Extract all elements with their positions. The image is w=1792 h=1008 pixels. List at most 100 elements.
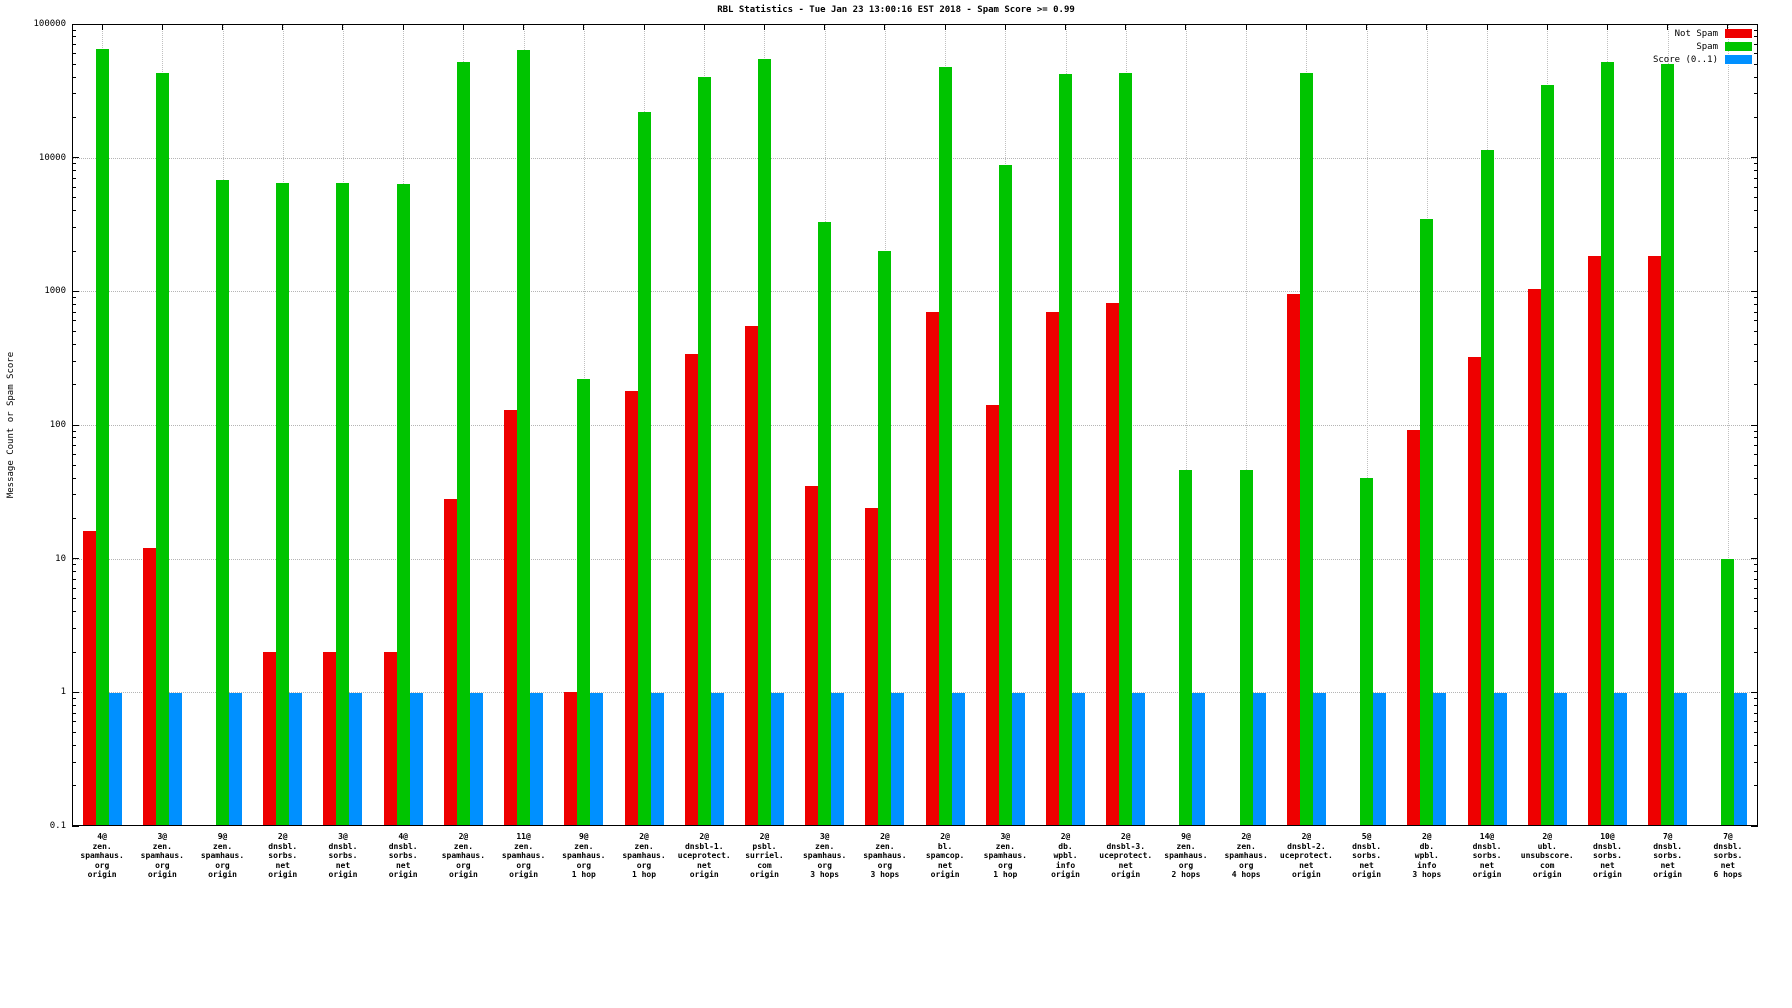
axis-minor-tick [72,571,76,573]
axis-tick [1366,24,1368,30]
x-tick-label: 9@ zen. spamhaus. org 1 hop [562,832,606,879]
axis-minor-tick [72,197,76,199]
y-tick-label: 100000 [33,19,66,29]
axis-tick [523,24,525,30]
bar-not-spam [624,390,638,826]
axis-minor-tick [1754,116,1758,118]
axis-tick [1751,424,1758,426]
axis-minor-tick [72,721,76,723]
x-tick-label: 7@ dnsbl. sorbs. net origin [1653,832,1683,879]
x-tick-label: 2@ db. wpbl. info origin [1051,832,1080,879]
axis-tick [1426,24,1428,30]
axis-minor-tick [72,745,76,747]
axis-minor-tick [72,44,76,46]
axis-minor-tick [72,331,76,333]
bar-spam [1420,218,1434,826]
axis-minor-tick [1754,464,1758,466]
axis-minor-tick [72,464,76,466]
legend-swatch-spam [1725,42,1752,51]
bar-score-0-1 [229,692,243,826]
bar-not-spam [744,326,758,826]
bar-score-0-1 [1252,692,1266,826]
x-tick-label: 2@ zen. spamhaus. org 3 hops [863,832,907,879]
x-tick-label: 3@ zen. spamhaus. org origin [140,832,184,879]
axis-tick [1546,24,1548,30]
axis-minor-tick [72,320,76,322]
bar-score-0-1 [831,692,845,826]
axis-minor-tick [72,598,76,600]
bar-not-spam [263,652,277,826]
bar-score-0-1 [108,692,122,826]
axis-minor-tick [72,564,76,566]
axis-minor-tick [72,303,76,305]
legend-swatch-score [1725,55,1752,64]
axis-minor-tick [1754,611,1758,613]
axis-tick [72,23,79,25]
axis-minor-tick [72,651,76,653]
bar-score-0-1 [951,692,965,826]
bar-score-0-1 [168,692,182,826]
x-tick-label: 14@ dnsbl. sorbs. net origin [1472,832,1502,879]
bar-spam [998,165,1012,826]
bar-not-spam [504,409,518,826]
axis-minor-tick [72,384,76,386]
x-tick-label: 2@ psbl. surriel. com origin [745,832,784,879]
axis-minor-tick [72,296,76,298]
bar-spam [456,61,470,826]
bar-not-spam [564,692,578,826]
bar-spam [1480,149,1494,826]
y-tick-label: 10000 [38,152,66,163]
y-tick-label: 1000 [44,286,66,297]
gridline-h [72,157,1758,159]
axis-tick [643,24,645,30]
axis-minor-tick [1754,360,1758,362]
axis-minor-tick [72,63,76,65]
bar-spam [637,111,651,826]
axis-minor-tick [72,761,76,763]
axis-minor-tick [72,430,76,432]
axis-minor-tick [1754,517,1758,519]
bar-not-spam [1587,255,1601,826]
axis-minor-tick [1754,44,1758,46]
axis-minor-tick [72,76,76,78]
axis-minor-tick [1754,53,1758,55]
axis-minor-tick [1754,598,1758,600]
legend-item-score: Score (0..1) [1653,53,1752,66]
axis-tick [1751,825,1758,827]
axis-minor-tick [72,494,76,496]
axis-tick [1305,24,1307,30]
bar-not-spam [1106,302,1120,826]
axis-tick [1125,24,1127,30]
bar-not-spam [1407,429,1421,826]
bar-not-spam [1648,255,1662,826]
bar-score-0-1 [409,692,423,826]
axis-minor-tick [72,170,76,172]
bar-not-spam [323,652,337,826]
x-tick-label: 4@ zen. spamhaus. org origin [80,832,124,879]
axis-tick [342,24,344,30]
bar-spam [1600,61,1614,826]
axis-minor-tick [72,116,76,118]
axis-tick [72,558,79,560]
bar-not-spam [985,405,999,826]
axis-minor-tick [1754,578,1758,580]
bar-spam [1119,72,1133,826]
axis-minor-tick [1754,163,1758,165]
x-tick-label: 2@ dnsbl-2. uceprotect. net origin [1279,832,1333,879]
axis-minor-tick [72,186,76,188]
bar-score-0-1 [1072,692,1086,826]
axis-minor-tick [72,785,76,787]
bar-spam [938,66,952,826]
axis-tick [1751,691,1758,693]
bar-spam [1661,64,1675,826]
bar-score-0-1 [1613,692,1627,826]
axis-minor-tick [72,311,76,313]
axis-minor-tick [72,360,76,362]
gridline-v [1185,24,1187,826]
axis-tick [1727,24,1729,30]
bar-score-0-1 [1674,692,1688,826]
bar-spam [697,77,711,826]
axis-tick [1486,24,1488,30]
axis-minor-tick [1754,197,1758,199]
bar-spam [577,379,591,826]
